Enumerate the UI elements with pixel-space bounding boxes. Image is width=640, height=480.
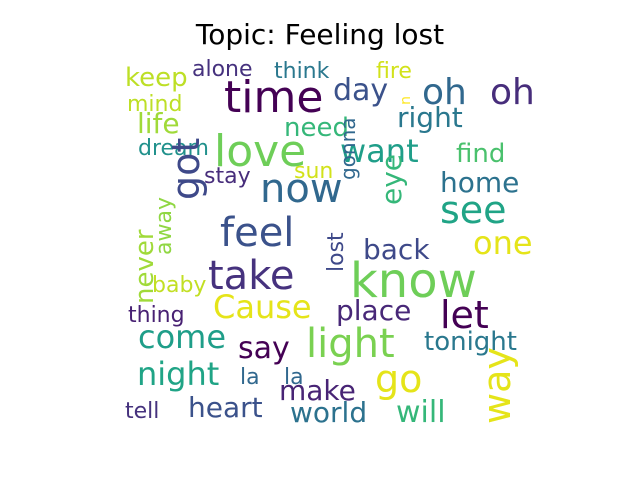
word-one: one — [473, 224, 533, 262]
word-world: world — [290, 396, 367, 429]
word-cause: Cause — [213, 288, 312, 326]
word-know: know — [350, 253, 477, 309]
word-light: light — [306, 321, 395, 367]
word-day: day — [333, 73, 388, 108]
word-want: want — [340, 132, 419, 170]
word-mind: mind — [127, 92, 182, 117]
word-life: life — [137, 107, 180, 140]
word-let: let — [440, 293, 489, 337]
word-alone: alone — [192, 57, 253, 82]
word-stay: stay — [204, 164, 251, 189]
word-tell: tell — [125, 399, 159, 424]
word-u: u — [398, 96, 414, 105]
word-need: need — [284, 113, 349, 143]
word-night: night — [137, 355, 219, 393]
word-go: go — [375, 357, 422, 401]
word-time: time — [224, 72, 323, 123]
word-take: take — [208, 253, 295, 299]
word-see: see — [440, 188, 507, 232]
word-tonight: tonight — [424, 327, 517, 357]
word-home: home — [440, 166, 519, 199]
word-oh: oh — [490, 72, 535, 113]
word-got: got — [164, 138, 208, 200]
word-lost: lost — [324, 232, 349, 272]
word-way: way — [475, 347, 519, 424]
word-fire: fire — [376, 59, 412, 84]
word-thing: thing — [128, 303, 185, 328]
word-feel: feel — [220, 210, 294, 256]
word-back: back — [363, 233, 430, 266]
word-will: will — [396, 395, 446, 430]
chart-title: Topic: Feeling lost — [195, 18, 445, 51]
word-think: think — [274, 59, 330, 84]
word-la: la — [240, 365, 260, 390]
word-baby: baby — [152, 273, 206, 298]
word-never: never — [130, 229, 160, 304]
word-make: make — [279, 374, 356, 407]
word-dream: dream — [138, 136, 209, 161]
word-keep: keep — [125, 63, 188, 93]
word-gonna: gonna — [336, 117, 360, 180]
word-find: find — [456, 139, 505, 169]
word-come: come — [138, 318, 226, 356]
word-love: love — [214, 126, 306, 177]
word-heart: heart — [188, 391, 263, 424]
word-sun: sun — [294, 159, 333, 184]
word-right: right — [397, 101, 463, 134]
word-la: la — [284, 365, 304, 390]
word-place: place — [336, 294, 411, 327]
word-away: away — [152, 197, 177, 255]
word-now: now — [260, 166, 343, 212]
word-oh: oh — [422, 72, 467, 113]
word-say: say — [238, 331, 290, 366]
word-eye: eye — [375, 154, 408, 205]
